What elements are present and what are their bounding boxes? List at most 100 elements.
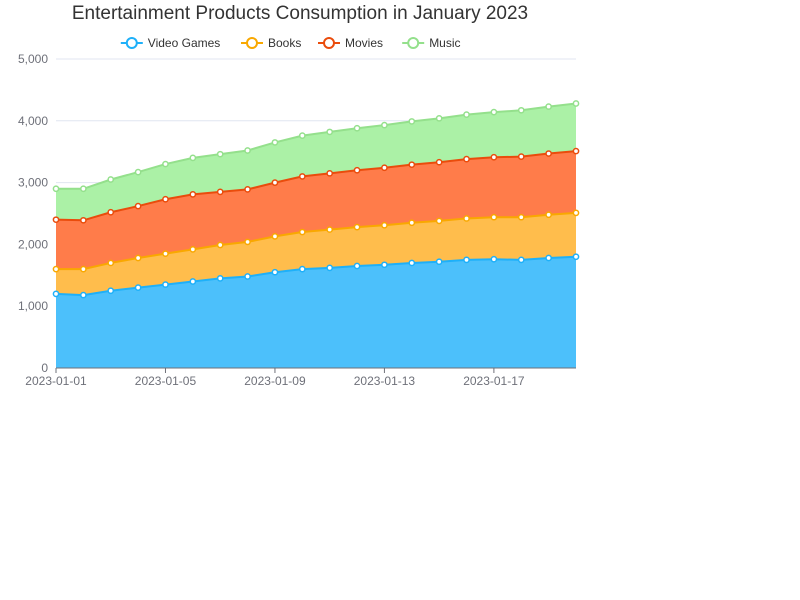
data-point[interactable] — [162, 250, 169, 258]
data-point[interactable] — [463, 111, 470, 118]
data-point[interactable] — [353, 223, 361, 231]
data-point[interactable] — [52, 265, 60, 273]
data-point[interactable] — [80, 216, 87, 224]
data-point[interactable] — [52, 216, 60, 224]
data-point[interactable] — [435, 158, 443, 166]
data-point[interactable] — [463, 256, 470, 264]
data-point[interactable] — [517, 213, 525, 221]
data-point[interactable] — [271, 179, 279, 186]
data-point[interactable] — [298, 228, 306, 236]
data-point[interactable] — [408, 161, 416, 169]
data-point[interactable] — [545, 211, 552, 219]
data-point[interactable] — [134, 284, 142, 292]
y-tick-label: 5,000 — [18, 52, 48, 66]
chart-title: Entertainment Products Consumption in Ja… — [72, 3, 528, 24]
area-video-games — [56, 256, 576, 368]
legend-item-video-games[interactable]: Video Games — [120, 36, 221, 50]
data-point[interactable] — [162, 195, 169, 203]
data-point[interactable] — [189, 278, 197, 285]
data-point[interactable] — [216, 275, 224, 282]
data-point[interactable] — [381, 164, 388, 172]
data-point[interactable] — [381, 221, 388, 229]
data-point[interactable] — [189, 154, 197, 162]
data-point[interactable] — [271, 233, 279, 240]
data-point[interactable] — [298, 173, 306, 180]
y-tick-label: 4,000 — [18, 114, 48, 128]
data-point[interactable] — [271, 268, 279, 276]
data-point[interactable] — [216, 241, 224, 249]
data-point[interactable] — [326, 226, 334, 233]
data-point[interactable] — [52, 290, 60, 298]
data-point[interactable] — [244, 238, 251, 246]
data-point[interactable] — [490, 108, 498, 116]
data-point[interactable] — [271, 139, 279, 146]
data-point[interactable] — [80, 185, 87, 193]
data-point[interactable] — [52, 185, 60, 193]
legend-item-books[interactable]: Books — [241, 36, 301, 50]
data-point[interactable] — [189, 190, 197, 198]
data-point[interactable] — [572, 147, 580, 155]
data-point[interactable] — [216, 188, 224, 196]
data-point[interactable] — [353, 166, 361, 174]
data-point[interactable] — [572, 209, 580, 217]
data-point[interactable] — [435, 114, 443, 122]
data-point[interactable] — [463, 215, 470, 222]
data-point[interactable] — [408, 118, 416, 125]
data-point[interactable] — [545, 103, 552, 110]
data-point[interactable] — [107, 208, 115, 216]
data-point[interactable] — [490, 153, 498, 161]
data-point[interactable] — [244, 186, 251, 193]
y-tick-label: 2,000 — [18, 237, 48, 251]
data-point[interactable] — [572, 100, 580, 107]
data-point[interactable] — [107, 259, 115, 267]
data-point[interactable] — [162, 160, 169, 168]
legend-marker-icon — [407, 37, 420, 49]
legend-marker-icon — [125, 37, 138, 49]
data-point[interactable] — [381, 261, 388, 269]
legend: Video Games Books Movies Music — [120, 36, 461, 50]
data-point[interactable] — [435, 258, 443, 266]
data-point[interactable] — [490, 213, 498, 221]
data-point[interactable] — [572, 253, 580, 261]
data-point[interactable] — [134, 168, 142, 176]
data-point[interactable] — [353, 262, 361, 270]
data-point[interactable] — [545, 254, 552, 262]
data-point[interactable] — [244, 273, 251, 280]
data-point[interactable] — [517, 256, 525, 264]
data-point[interactable] — [189, 245, 197, 253]
data-point[interactable] — [80, 291, 87, 299]
data-point[interactable] — [353, 124, 361, 132]
data-point[interactable] — [107, 176, 115, 183]
data-point[interactable] — [134, 202, 142, 210]
data-point[interactable] — [107, 287, 115, 295]
legend-label: Books — [268, 36, 301, 50]
area-music — [56, 103, 576, 221]
legend-item-music[interactable]: Music — [402, 36, 461, 50]
data-point[interactable] — [517, 153, 525, 160]
x-tick-label: 2023-01-13 — [354, 374, 416, 388]
legend-marker-icon — [323, 37, 335, 49]
data-point[interactable] — [216, 150, 224, 158]
data-point[interactable] — [490, 255, 498, 263]
data-point[interactable] — [381, 121, 388, 129]
data-point[interactable] — [517, 106, 525, 114]
data-point[interactable] — [408, 259, 416, 267]
data-point[interactable] — [244, 147, 251, 154]
legend-label: Video Games — [148, 36, 221, 50]
data-point[interactable] — [80, 265, 87, 273]
data-point[interactable] — [326, 128, 334, 136]
y-tick-label: 3,000 — [18, 176, 48, 190]
data-point[interactable] — [435, 217, 443, 225]
data-point[interactable] — [162, 281, 169, 288]
line-video-games — [55, 255, 577, 297]
data-point[interactable] — [298, 265, 306, 273]
data-point[interactable] — [134, 254, 142, 262]
legend-item-movies[interactable]: Movies — [318, 36, 383, 50]
line-music — [56, 102, 577, 190]
data-point[interactable] — [408, 219, 416, 227]
data-point[interactable] — [298, 132, 306, 139]
data-point[interactable] — [326, 169, 334, 177]
data-point[interactable] — [326, 264, 334, 272]
data-point[interactable] — [545, 150, 552, 157]
data-point[interactable] — [463, 155, 470, 163]
